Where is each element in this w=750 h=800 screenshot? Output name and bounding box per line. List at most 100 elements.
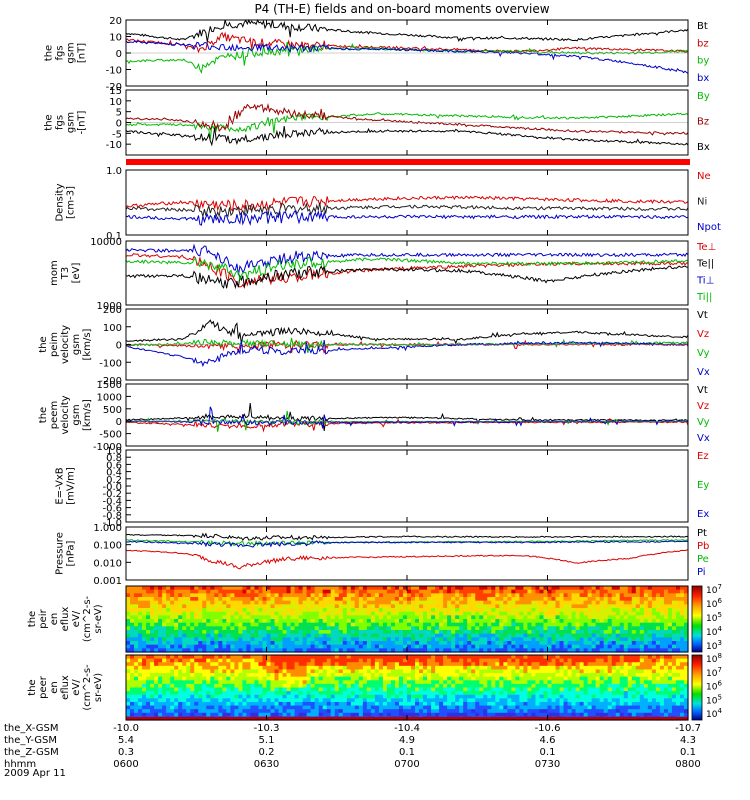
spectrogram-cell bbox=[527, 687, 533, 692]
spectrogram-cell bbox=[619, 597, 625, 602]
spectrogram-cell bbox=[415, 655, 420, 660]
spectrogram-cell bbox=[370, 709, 376, 714]
spectrogram-cell bbox=[435, 698, 440, 703]
spectrogram-cell bbox=[623, 648, 629, 653]
spectrogram-cell bbox=[559, 630, 565, 635]
spectrogram-cell bbox=[138, 709, 143, 714]
spectrogram-cell bbox=[194, 662, 199, 667]
spectrogram-cell bbox=[394, 648, 400, 653]
spectrogram-cell bbox=[659, 604, 665, 609]
spectrogram-cell bbox=[427, 641, 432, 646]
spectrogram-cell bbox=[138, 600, 143, 605]
spectrogram-cell bbox=[254, 633, 260, 638]
spectrogram-cell bbox=[278, 597, 284, 602]
spectrogram-cell bbox=[210, 600, 215, 605]
spectrogram-cell bbox=[671, 593, 677, 598]
panel-ylabel: sr-eV) bbox=[93, 604, 104, 633]
spectrogram-cell bbox=[202, 630, 207, 635]
spectrogram-cell bbox=[382, 626, 388, 631]
spectrogram-cell bbox=[270, 694, 276, 699]
series-npot bbox=[125, 209, 689, 226]
spectrogram-cell bbox=[182, 630, 187, 635]
spectrogram-cell bbox=[202, 633, 207, 638]
spectrogram-cell bbox=[314, 630, 320, 635]
spectrogram-cell bbox=[555, 615, 561, 620]
spectrogram-cell bbox=[563, 680, 569, 685]
spectrogram-cell bbox=[398, 622, 404, 627]
spectrogram-cell bbox=[463, 611, 468, 616]
spectrogram-cell bbox=[583, 644, 589, 649]
spectrogram-cell bbox=[483, 633, 488, 638]
spectrogram-cell bbox=[274, 673, 280, 678]
spectrogram-cell bbox=[182, 694, 187, 699]
spectrogram-cell bbox=[330, 586, 336, 591]
spectrogram-cell bbox=[334, 683, 340, 689]
spectrogram-cell bbox=[543, 712, 549, 717]
spectrogram-cell bbox=[451, 712, 456, 717]
spectrogram-cell bbox=[350, 648, 356, 653]
spectrogram-cell bbox=[659, 644, 665, 649]
spectrogram-cell bbox=[202, 626, 207, 631]
spectrogram-cell bbox=[326, 615, 332, 620]
spectrogram-cell bbox=[378, 709, 384, 714]
ytick-label: -0.2 bbox=[102, 489, 122, 500]
spectrogram-cell bbox=[599, 709, 605, 714]
spectrogram-cell bbox=[555, 630, 561, 635]
spectrogram-cell bbox=[162, 687, 167, 692]
spectrogram-cell bbox=[378, 644, 384, 649]
spectrogram-cell bbox=[274, 665, 280, 671]
spectrogram-cell bbox=[407, 662, 412, 667]
spectrogram-cell bbox=[226, 698, 231, 703]
spectrogram-cell bbox=[631, 615, 637, 620]
spectrogram-cell bbox=[282, 619, 288, 624]
spectrogram-cell bbox=[439, 641, 444, 646]
spectrogram-cell bbox=[491, 604, 496, 609]
spectrogram-cell bbox=[342, 698, 348, 703]
spectrogram-cell bbox=[378, 705, 384, 710]
spectrogram-cell bbox=[651, 619, 657, 624]
spectrogram-cell bbox=[294, 698, 300, 703]
spectrogram-cell bbox=[310, 637, 316, 642]
spectrogram-cell bbox=[170, 630, 175, 635]
spectrogram-cell bbox=[270, 648, 276, 653]
spectrogram-cell bbox=[507, 615, 512, 620]
spectrogram-cell bbox=[402, 608, 408, 613]
spectrogram-cell bbox=[511, 676, 516, 681]
spectrogram-cell bbox=[202, 622, 207, 627]
spectrogram-cell bbox=[455, 626, 460, 631]
spectrogram-cell bbox=[519, 589, 525, 594]
spectrogram-cell bbox=[415, 687, 420, 692]
spectrogram-cell bbox=[619, 589, 625, 594]
spectrogram-cell bbox=[467, 630, 472, 635]
spectrogram-cell bbox=[374, 658, 380, 663]
spectrogram-cell bbox=[298, 626, 304, 631]
spectrogram-cell bbox=[491, 597, 496, 602]
spectrogram-cell bbox=[675, 615, 681, 620]
spectrogram-cell bbox=[246, 669, 252, 674]
spectrogram-cell bbox=[407, 712, 412, 717]
spectrogram-cell bbox=[230, 680, 235, 685]
spectrogram-cell bbox=[539, 633, 545, 638]
spectrogram-cell bbox=[294, 633, 300, 638]
spectrogram-cell bbox=[495, 604, 500, 609]
spectrogram-cell bbox=[575, 655, 581, 660]
spectrogram-cell bbox=[459, 662, 464, 667]
spectrogram-cell bbox=[495, 676, 500, 681]
spectrogram-cell bbox=[310, 604, 316, 609]
spectrogram-cell bbox=[366, 597, 372, 602]
spectrogram-cell bbox=[162, 608, 167, 613]
spectrogram-cell bbox=[623, 586, 629, 591]
spectrogram-cell bbox=[447, 589, 452, 594]
spectrogram-cell bbox=[178, 658, 183, 663]
spectrogram-cell bbox=[467, 676, 472, 681]
spectrogram-cell bbox=[138, 648, 143, 653]
spectrogram-cell bbox=[258, 687, 264, 692]
spectrogram-cell bbox=[419, 680, 424, 685]
spectrogram-cell bbox=[318, 641, 324, 646]
spectrogram-cell bbox=[503, 701, 508, 707]
spectrogram-cell bbox=[378, 669, 384, 674]
spectrogram-cell bbox=[146, 698, 151, 703]
spectrogram-cell bbox=[198, 622, 203, 627]
spectrogram-cell bbox=[671, 600, 677, 605]
spectrogram-cell bbox=[386, 694, 392, 699]
